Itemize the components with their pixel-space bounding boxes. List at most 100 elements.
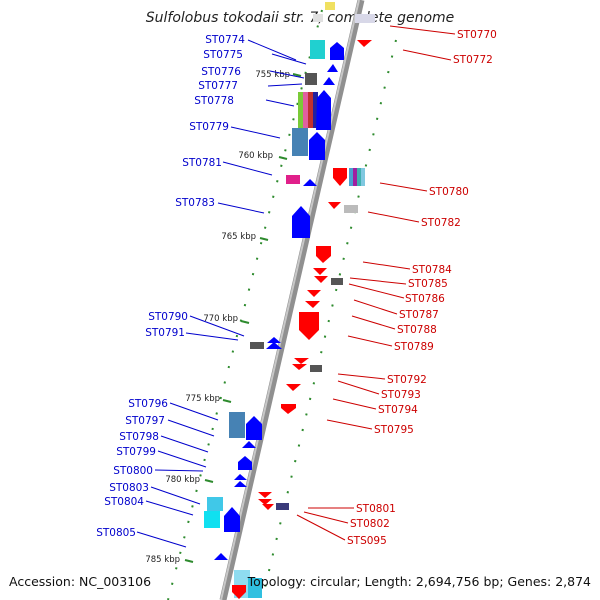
gene-arrow-st0792[interactable]	[294, 358, 309, 364]
gene-arrow-st0793[interactable]	[292, 364, 307, 370]
gene-block-st0790[interactable]	[250, 342, 264, 349]
gene-block-st0804[interactable]	[204, 511, 220, 528]
scale-label: 760 kbp	[238, 151, 273, 161]
genome-backbone-highlight	[220, 0, 360, 600]
gene-arrow-st0778[interactable]	[316, 90, 331, 130]
gene-label-st0790[interactable]: ST0790	[148, 311, 188, 323]
gene-arrow-st0791[interactable]	[267, 337, 281, 343]
gene-arrow-st0779[interactable]	[309, 132, 325, 160]
gene-block-st0781[interactable]	[286, 175, 300, 184]
gene-label-st0777[interactable]: ST0777	[198, 80, 238, 92]
gene-block-st0770[interactable]	[355, 14, 375, 23]
gene-label-st0788[interactable]: ST0788	[397, 324, 437, 336]
gene-arrow-st0799[interactable]	[238, 456, 252, 470]
gene-label-st0804[interactable]: ST0804	[104, 496, 144, 508]
gene-label-st0792[interactable]: ST0792	[387, 374, 427, 386]
gene-block-st0802[interactable]	[276, 503, 289, 510]
gene-arrow-st0797[interactable]	[242, 441, 256, 448]
gene-block-st0778-b[interactable]	[303, 92, 308, 128]
gene-block-st0793[interactable]	[310, 365, 322, 372]
gene-label-st0772[interactable]: ST0772	[453, 54, 493, 66]
gene-label-st0801[interactable]: ST0801	[356, 503, 396, 515]
gene-label-st0785[interactable]: ST0785	[408, 278, 448, 290]
gene-arrow-st0787[interactable]	[307, 290, 321, 297]
gene-label-st0781[interactable]: ST0781	[182, 157, 222, 169]
gene-label-st0779[interactable]: ST0779	[189, 121, 229, 133]
gene-label-st0786[interactable]: ST0786	[405, 293, 445, 305]
left-dotted-track	[167, 9, 323, 600]
gene-block-st0786[interactable]	[331, 278, 343, 285]
gene-block-st0780-b[interactable]	[353, 168, 357, 186]
scale-label: 785 kbp	[145, 555, 180, 565]
gene-arrow[interactable]	[232, 585, 246, 599]
gene-arrow-st0777[interactable]	[323, 77, 335, 85]
scale-label: 770 kbp	[203, 314, 238, 324]
gene-label-st0797[interactable]: ST0797	[125, 415, 165, 427]
gene-label-st0782[interactable]: ST0782	[421, 217, 461, 229]
gene-label-st0787[interactable]: ST0787	[399, 309, 439, 321]
gene-block-st0779[interactable]	[292, 128, 308, 156]
gene-arrow-st0794[interactable]	[286, 384, 301, 391]
gene-arrow-sts095[interactable]	[262, 504, 274, 510]
gene-arrow-st0796[interactable]	[246, 416, 262, 440]
gene-label-st0783[interactable]: ST0783	[175, 197, 215, 209]
gene-label-st0784[interactable]: ST0784	[412, 264, 452, 276]
map-title: Sulfolobus tokodaii str. 7, complete gen…	[146, 10, 455, 26]
gene-label-st0775[interactable]: ST0775	[203, 49, 243, 61]
gene-label-st0800[interactable]: ST0800	[113, 465, 153, 477]
gene-block[interactable]	[325, 2, 335, 10]
gene-label-st0799[interactable]: ST0799	[116, 446, 156, 458]
gene-arrow-st0776[interactable]	[327, 64, 338, 72]
gene-arrow-st0784[interactable]	[316, 246, 331, 263]
gene-block-st0796[interactable]	[229, 412, 245, 438]
gene-arrow-st0802[interactable]	[258, 499, 272, 505]
gene-arrow-st0803[interactable]	[234, 481, 247, 487]
gene-block-st0780-c[interactable]	[357, 168, 361, 186]
gene-arrow-st0786[interactable]	[314, 276, 328, 283]
gene-block-st0777[interactable]	[305, 73, 317, 85]
gene-block-st0778-d[interactable]	[313, 92, 318, 128]
gene-arrow-st0780[interactable]	[333, 168, 347, 186]
gene-arrow-st0775[interactable]	[330, 42, 344, 60]
gene-arrow-st0783[interactable]	[292, 206, 310, 238]
gene-label-st0780[interactable]: ST0780	[429, 186, 469, 198]
gene-label-st0802[interactable]: ST0802	[350, 518, 390, 530]
gene-arrow-st0795[interactable]	[281, 404, 296, 414]
gene-arrow-st0781[interactable]	[303, 179, 317, 186]
gene-label-st0791[interactable]: ST0791	[145, 327, 185, 339]
gene-block-st0778-a[interactable]	[298, 92, 303, 128]
gene-arrow-st0788[interactable]	[305, 301, 320, 308]
gene-arrow-st0800[interactable]	[234, 474, 247, 480]
gene-block[interactable]	[248, 578, 262, 598]
forward-strand-genes	[204, 2, 344, 598]
gene-block-st0775[interactable]	[310, 40, 325, 59]
gene-label-st0794[interactable]: ST0794	[378, 404, 418, 416]
gene-label-st0796[interactable]: ST0796	[128, 398, 168, 410]
gene-label-st0795[interactable]: ST0795	[374, 424, 414, 436]
gene-block-st0778-c[interactable]	[308, 92, 313, 128]
gene-label-st0774[interactable]: ST0774	[205, 34, 245, 46]
kbp-tick-marks	[184, 73, 302, 563]
gene-label-sts095[interactable]: STS095	[347, 535, 387, 547]
gene-arrow-st0805[interactable]	[214, 553, 228, 560]
gene-label-st0770[interactable]: ST0770	[457, 29, 497, 41]
gene-arrow-st0804[interactable]	[224, 507, 240, 532]
gene-block-st0780-a[interactable]	[349, 168, 353, 186]
gene-arrow-st0801[interactable]	[258, 492, 272, 498]
gene-arrow-st0782[interactable]	[328, 202, 341, 209]
gene-label-st0793[interactable]: ST0793	[381, 389, 421, 401]
gene-arrow-st0785[interactable]	[313, 268, 327, 275]
gene-label-st0789[interactable]: ST0789	[394, 341, 434, 353]
gene-block-st0803[interactable]	[207, 497, 223, 511]
gene-block-st0780-d[interactable]	[361, 168, 365, 186]
gene-label-st0798[interactable]: ST0798	[119, 431, 159, 443]
gene-arrow-st0772[interactable]	[357, 40, 372, 47]
gene-arrow-st0789[interactable]	[299, 312, 319, 340]
gene-block[interactable]	[313, 14, 323, 22]
gene-label-st0803[interactable]: ST0803	[109, 482, 149, 494]
gene-arrow-st0790[interactable]	[266, 342, 282, 349]
gene-label-st0776[interactable]: ST0776	[201, 66, 241, 78]
gene-block-st0782[interactable]	[344, 205, 358, 213]
gene-label-st0778[interactable]: ST0778	[194, 95, 234, 107]
gene-label-st0805[interactable]: ST0805	[96, 527, 136, 539]
